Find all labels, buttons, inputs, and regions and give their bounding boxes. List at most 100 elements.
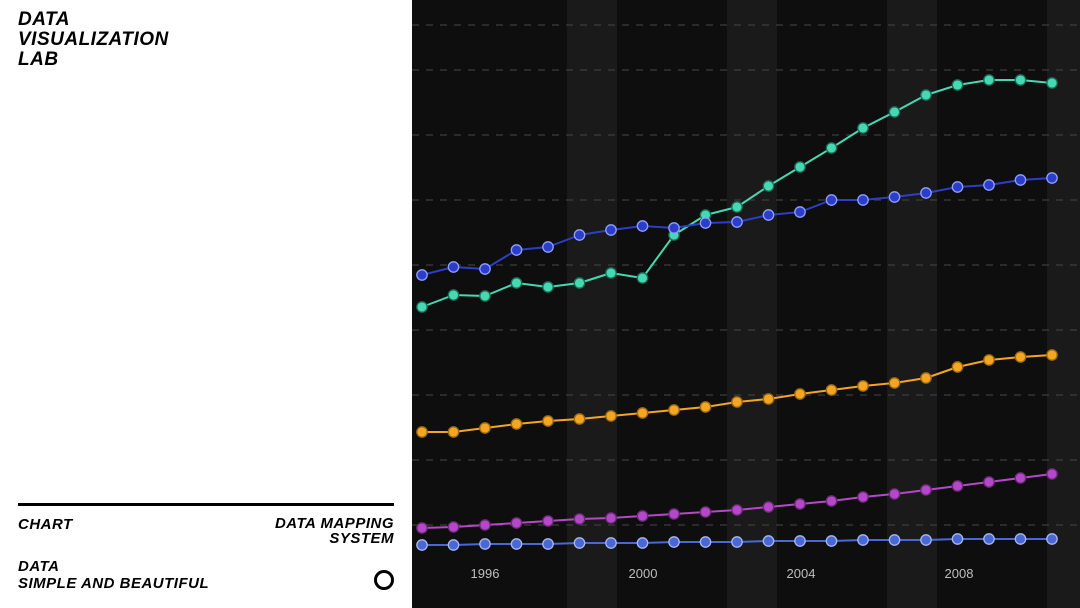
series-marker-navy [606, 225, 616, 235]
series-marker-orange [480, 423, 490, 433]
series-marker-magenta [606, 513, 616, 523]
series-marker-magenta [480, 520, 490, 530]
circle-icon [374, 570, 394, 590]
chart-panel: 19962000200420082012 [412, 0, 1080, 608]
series-marker-teal [606, 268, 616, 278]
series-marker-teal [826, 143, 836, 153]
series-marker-teal [480, 291, 490, 301]
series-marker-teal [448, 290, 458, 300]
series-marker-orange [889, 378, 899, 388]
series-marker-teal [1015, 75, 1025, 85]
series-marker-magenta [448, 522, 458, 532]
series-marker-teal [858, 123, 868, 133]
brand-title: DATA VISUALIZATION LAB [18, 10, 169, 70]
series-marker-magenta [984, 477, 994, 487]
series-marker-magenta [826, 496, 836, 506]
series-marker-blue [732, 537, 742, 547]
series-marker-navy [1015, 175, 1025, 185]
series-marker-navy [795, 207, 805, 217]
series-marker-blue [417, 540, 427, 550]
series-marker-navy [448, 262, 458, 272]
series-marker-navy [417, 270, 427, 280]
footer-tagline: DATA SIMPLE AND BEAUTIFUL [18, 559, 209, 592]
series-marker-blue [700, 537, 710, 547]
series-marker-navy [763, 210, 773, 220]
series-marker-blue [952, 534, 962, 544]
series-marker-navy [511, 245, 521, 255]
series-marker-orange [606, 411, 616, 421]
series-marker-blue [574, 538, 584, 548]
series-marker-orange [921, 373, 931, 383]
series-marker-orange [700, 402, 710, 412]
series-marker-orange [574, 414, 584, 424]
series-marker-navy [858, 195, 868, 205]
page: DATA VISUALIZATION LAB CHART DATA MAPPIN… [0, 0, 1080, 608]
series-marker-magenta [858, 492, 868, 502]
series-marker-teal [417, 302, 427, 312]
tagline-line2: SIMPLE AND BEAUTIFUL [18, 576, 209, 593]
series-marker-teal [511, 278, 521, 288]
series-marker-orange [763, 394, 773, 404]
series-marker-orange [732, 397, 742, 407]
tagline-line1: DATA [18, 559, 209, 576]
series-marker-blue [921, 535, 931, 545]
series-marker-magenta [732, 505, 742, 515]
series-marker-teal [952, 80, 962, 90]
footer-block: CHART DATA MAPPING SYSTEM DATA SIMPLE AN… [18, 503, 394, 593]
divider [18, 503, 394, 506]
series-marker-blue [858, 535, 868, 545]
series-marker-navy [889, 192, 899, 202]
x-tick-label: 2000 [629, 566, 658, 581]
series-marker-magenta [543, 516, 553, 526]
series-marker-blue [826, 536, 836, 546]
line-chart: 19962000200420082012 [412, 0, 1080, 608]
series-marker-teal [1047, 78, 1057, 88]
series-marker-navy [921, 188, 931, 198]
series-marker-orange [511, 419, 521, 429]
footer-row-1: CHART DATA MAPPING SYSTEM [18, 516, 394, 548]
series-marker-teal [637, 273, 647, 283]
series-marker-orange [669, 405, 679, 415]
series-marker-teal [921, 90, 931, 100]
series-marker-blue [1047, 534, 1057, 544]
footer-row-2: DATA SIMPLE AND BEAUTIFUL [18, 559, 394, 592]
footer-left-label: CHART [18, 516, 73, 533]
brand-line1: DATA [18, 10, 169, 30]
series-marker-teal [984, 75, 994, 85]
series-marker-orange [795, 389, 805, 399]
series-marker-blue [543, 539, 553, 549]
series-marker-navy [574, 230, 584, 240]
chart-vertical-band [1047, 0, 1080, 608]
series-marker-magenta [417, 523, 427, 533]
series-marker-teal [732, 202, 742, 212]
series-marker-magenta [700, 507, 710, 517]
series-marker-navy [637, 221, 647, 231]
series-marker-orange [826, 385, 836, 395]
series-marker-magenta [952, 481, 962, 491]
series-marker-blue [480, 539, 490, 549]
series-marker-magenta [511, 518, 521, 528]
series-marker-teal [543, 282, 553, 292]
series-marker-orange [858, 381, 868, 391]
series-marker-orange [448, 427, 458, 437]
series-marker-orange [543, 416, 553, 426]
series-marker-magenta [889, 489, 899, 499]
series-marker-navy [543, 242, 553, 252]
series-marker-magenta [763, 502, 773, 512]
series-marker-navy [732, 217, 742, 227]
brand-line2: VISUALIZATION [18, 30, 169, 50]
series-marker-blue [511, 539, 521, 549]
series-marker-magenta [921, 485, 931, 495]
series-marker-magenta [1015, 473, 1025, 483]
series-marker-magenta [1047, 469, 1057, 479]
footer-right-line1: DATA MAPPING [275, 516, 394, 532]
x-tick-label: 2004 [787, 566, 816, 581]
series-marker-magenta [637, 511, 647, 521]
series-marker-navy [1047, 173, 1057, 183]
series-marker-magenta [574, 514, 584, 524]
series-marker-magenta [795, 499, 805, 509]
left-panel: DATA VISUALIZATION LAB CHART DATA MAPPIN… [0, 0, 412, 608]
series-marker-navy [952, 182, 962, 192]
series-marker-navy [700, 218, 710, 228]
series-marker-blue [1015, 534, 1025, 544]
